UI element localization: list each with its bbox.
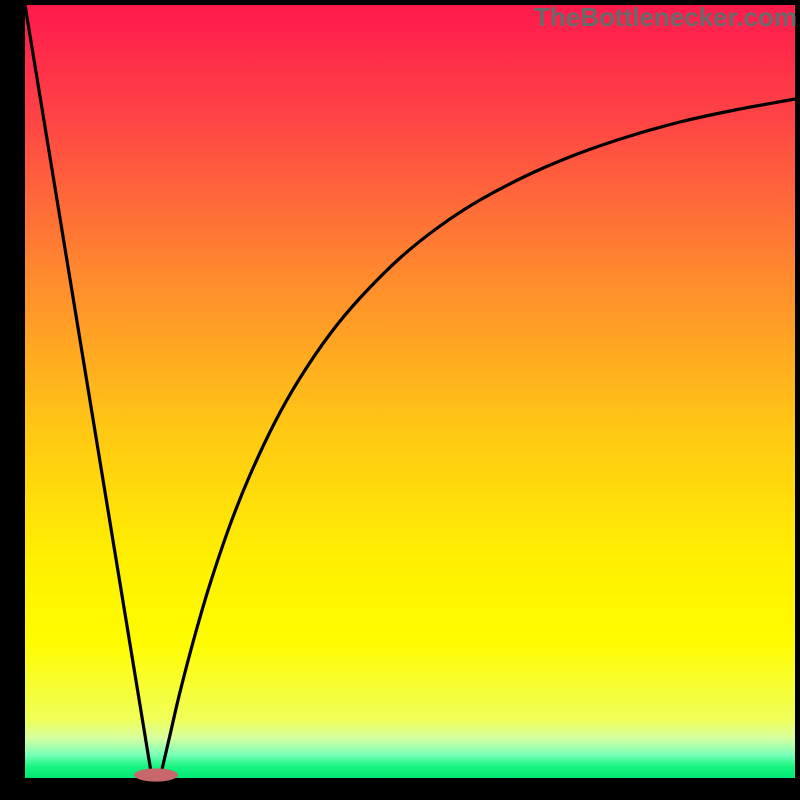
bottleneck-chart: TheBottlenecker.com bbox=[0, 0, 800, 800]
optimal-point-marker bbox=[134, 768, 178, 781]
chart-svg bbox=[0, 0, 800, 800]
watermark-text: TheBottlenecker.com bbox=[534, 2, 797, 33]
